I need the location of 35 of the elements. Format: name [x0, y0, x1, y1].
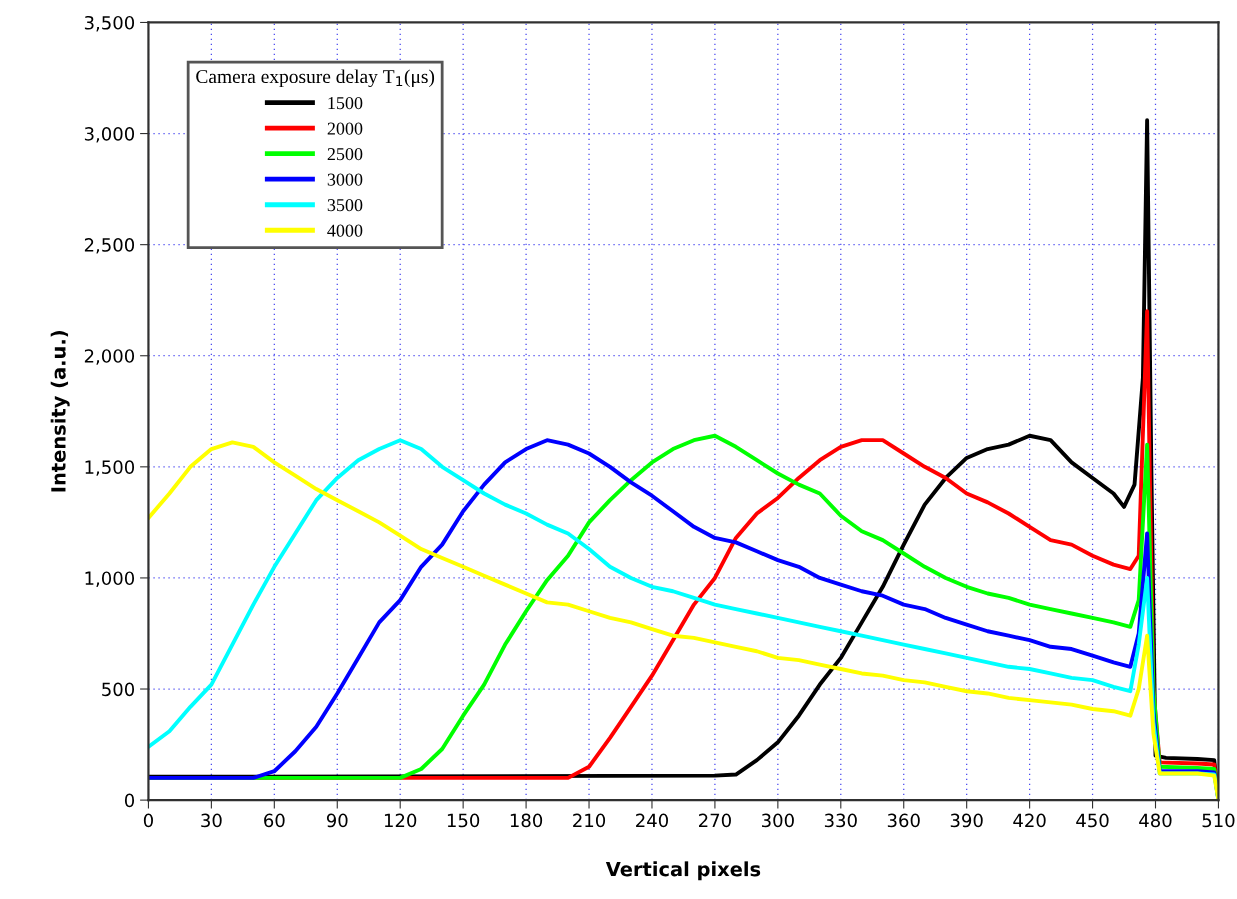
y-tick-label: 3,000	[84, 127, 135, 143]
legend-label: 3500	[327, 199, 363, 212]
legend-label: 3000	[327, 173, 363, 186]
x-tick-label: 0	[143, 813, 153, 828]
legend-label: 2000	[327, 122, 363, 135]
legend-label: 2500	[327, 147, 363, 161]
y-tick-label: 1,000	[85, 571, 135, 587]
x-tick-label: 270	[699, 813, 731, 828]
x-tick-label: 300	[762, 813, 794, 828]
y-tick-label: 500	[102, 682, 135, 697]
x-tick-label: 450	[1076, 813, 1109, 828]
legend-label: 1500	[328, 96, 363, 110]
x-tick-label: 30	[201, 813, 222, 828]
x-tick-label: 420	[1013, 813, 1046, 828]
x-tick-label: 510	[1202, 813, 1235, 828]
x-axis-title: Vertical pixels	[605, 861, 761, 881]
x-tick-label: 180	[510, 813, 543, 828]
y-tick-label: 2,500	[84, 238, 135, 254]
y-tick-label: 2,000	[84, 349, 135, 365]
legend-title: Camera exposure delay T$_{1}$(μs)	[196, 69, 435, 88]
y-tick-label: 3,500	[84, 15, 135, 32]
legend-label: 4000	[327, 224, 363, 237]
x-tick-label: 60	[264, 813, 285, 828]
x-tick-label: 120	[384, 813, 417, 828]
x-tick-label: 390	[950, 813, 983, 828]
x-tick-label: 90	[326, 813, 348, 828]
x-tick-label: 360	[887, 813, 920, 828]
y-tick-label: 1,500	[85, 460, 135, 476]
x-tick-label: 240	[636, 813, 668, 828]
y-tick-label: 0	[124, 793, 135, 808]
x-tick-label: 210	[573, 813, 606, 828]
x-tick-label: 150	[447, 813, 480, 828]
x-tick-label: 480	[1139, 813, 1172, 828]
y-axis-title: Intensity (a.u.)	[50, 331, 70, 492]
x-tick-label: 330	[824, 813, 857, 828]
